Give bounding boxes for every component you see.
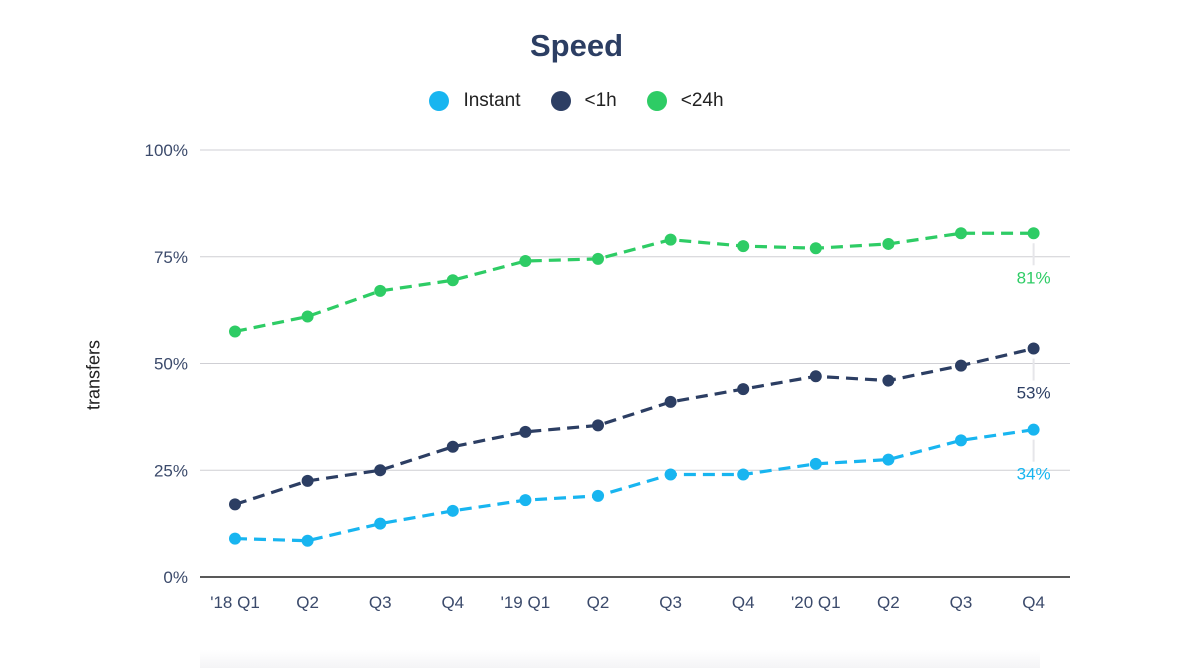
data-point	[955, 359, 967, 372]
data-point	[446, 274, 459, 287]
legend-item-instant[interactable]: Instant	[429, 90, 521, 112]
data-point	[229, 325, 241, 338]
series-line	[234, 428, 1034, 543]
legend-item-24h[interactable]: <24h	[646, 90, 724, 112]
data-point	[664, 233, 677, 246]
data-point	[882, 374, 895, 387]
y-tick-label: 0%	[163, 568, 188, 587]
data-point	[882, 453, 895, 466]
data-point	[809, 242, 822, 255]
legend-marker-instant	[429, 91, 450, 111]
data-point	[809, 370, 822, 383]
data-point	[955, 227, 967, 240]
data-point	[229, 498, 241, 511]
x-tick-label: '20 Q1	[791, 593, 841, 612]
y-tick-label: 50%	[154, 355, 188, 374]
y-tick-label: 75%	[154, 248, 188, 267]
data-point	[519, 255, 532, 268]
x-tick-label: Q3	[369, 593, 392, 612]
data-point	[374, 517, 387, 530]
data-point	[519, 425, 532, 438]
data-point	[955, 434, 967, 447]
legend-label-1h: <1h	[584, 90, 617, 111]
data-point	[446, 440, 459, 453]
x-tick-label: Q4	[732, 593, 755, 612]
y-tick-label: 25%	[154, 461, 188, 480]
x-tick-label: Q4	[441, 593, 464, 612]
data-point	[1027, 423, 1040, 436]
data-point	[882, 237, 895, 250]
data-point	[737, 240, 750, 253]
end-value-label: 53%	[1017, 384, 1051, 403]
x-tick-label: Q4	[1022, 593, 1045, 612]
y-tick-label: 100%	[145, 141, 188, 160]
bottom-shadow	[200, 650, 1040, 668]
data-point	[374, 464, 387, 477]
data-point	[737, 383, 750, 396]
data-point	[592, 489, 604, 502]
data-point	[301, 310, 314, 323]
end-value-label: 81%	[1017, 268, 1051, 287]
legend-item-1h[interactable]: <1h	[550, 90, 617, 112]
legend: Instant <1h <24h	[0, 90, 1153, 112]
x-tick-label: Q2	[296, 593, 319, 612]
data-point	[664, 395, 677, 408]
legend-marker-24h	[646, 91, 667, 111]
data-point	[301, 534, 314, 547]
legend-label-24h: <24h	[680, 90, 724, 111]
x-tick-label: '19 Q1	[501, 593, 551, 612]
data-point	[229, 532, 241, 545]
data-point	[1027, 227, 1040, 240]
data-point	[301, 474, 314, 487]
chart-title: Speed	[529, 28, 624, 63]
x-tick-label: Q3	[659, 593, 682, 612]
data-point	[809, 457, 822, 470]
data-point	[737, 468, 750, 481]
x-tick-label: Q2	[587, 593, 610, 612]
x-tick-label: Q2	[877, 593, 900, 612]
data-point	[1027, 342, 1040, 355]
legend-marker-1h	[550, 91, 571, 111]
data-point	[592, 252, 604, 265]
data-point	[664, 468, 677, 481]
x-tick-label: '18 Q1	[210, 593, 260, 612]
data-point	[446, 504, 459, 517]
x-tick-label: Q3	[950, 593, 973, 612]
data-point	[374, 284, 387, 297]
data-point	[592, 419, 604, 432]
legend-label-instant: Instant	[463, 90, 521, 111]
series-line	[234, 231, 1034, 334]
series-line	[234, 346, 1034, 506]
end-value-label: 34%	[1017, 465, 1051, 484]
data-point	[519, 494, 532, 507]
